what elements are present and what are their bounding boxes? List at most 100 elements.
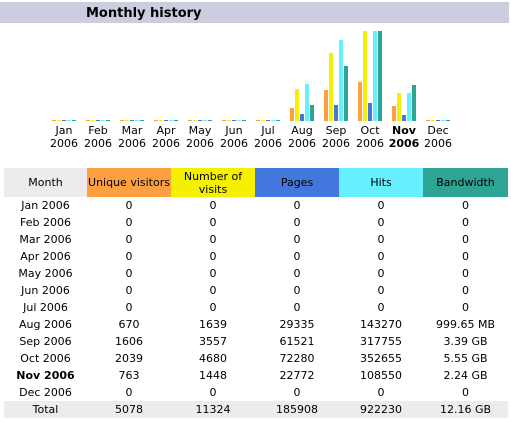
x-tick-month: May xyxy=(188,124,212,137)
header-month: Month xyxy=(4,168,87,197)
table-row: Dec 2006 0 0 0 0 0 xyxy=(4,384,508,401)
x-tick-year: 2006 xyxy=(186,137,214,150)
bar-bandwidth xyxy=(446,120,450,121)
cell-visits: 0 xyxy=(209,216,217,229)
bar-hits xyxy=(373,31,377,121)
bar-pages xyxy=(96,120,100,121)
cell-hits: 0 xyxy=(377,216,385,229)
cell-visits: 0 xyxy=(209,250,217,263)
cell-unique: 0 xyxy=(125,250,133,263)
bar-unique-visitors xyxy=(188,120,192,121)
cell-bandwidth: 999.65 MB xyxy=(435,318,496,331)
bar-unique-visitors xyxy=(290,108,294,121)
bar-hits xyxy=(441,120,445,121)
bar-pages xyxy=(232,120,236,121)
cell-pages: 29335 xyxy=(279,318,315,331)
cell-visits: 1639 xyxy=(199,318,227,331)
total-pages: 185908 xyxy=(255,401,339,418)
x-tick-year: 2006 xyxy=(424,137,452,150)
cell-hits: 0 xyxy=(377,301,385,314)
bar-number-of-visits xyxy=(431,120,435,121)
bar-number-of-visits xyxy=(295,89,299,121)
cell-hits: 0 xyxy=(377,199,385,212)
x-tick-month: Jan xyxy=(55,124,73,137)
total-hits: 922230 xyxy=(339,401,423,418)
cell-bandwidth: 0 xyxy=(462,216,469,229)
table-row: May 2006 0 0 0 0 0 xyxy=(4,265,508,282)
cell-pages: 0 xyxy=(293,216,301,229)
cell-visits: 0 xyxy=(209,267,217,280)
bar-pages xyxy=(130,120,134,121)
cell-pages: 0 xyxy=(293,250,301,263)
bar-bandwidth xyxy=(106,120,110,121)
cell-hits: 0 xyxy=(377,233,385,246)
table-row: Jun 2006 0 0 0 0 0 xyxy=(4,282,508,299)
cell-month: Aug 2006 xyxy=(19,318,72,331)
bar-bandwidth xyxy=(378,31,382,121)
cell-hits: 352655 xyxy=(360,352,402,365)
monthly-stats-table: Month Unique visitors Number of visits P… xyxy=(4,168,508,418)
cell-month: Mar 2006 xyxy=(19,233,72,246)
cell-bandwidth: 3.39 GB xyxy=(443,335,488,348)
bar-unique-visitors xyxy=(222,120,226,121)
bar-unique-visitors xyxy=(324,90,328,121)
cell-bandwidth: 0 xyxy=(462,284,469,297)
table-header-row: Month Unique visitors Number of visits P… xyxy=(4,168,508,197)
total-label: Total xyxy=(4,401,87,418)
cell-pages: 0 xyxy=(293,284,301,297)
bar-number-of-visits xyxy=(57,120,61,121)
header-bandwidth: Bandwidth xyxy=(423,168,508,197)
cell-unique: 0 xyxy=(125,386,133,399)
bar-unique-visitors xyxy=(52,120,56,121)
x-tick-label: Aug 2006 xyxy=(284,124,320,150)
cell-month: Dec 2006 xyxy=(19,386,72,399)
bar-number-of-visits xyxy=(91,120,95,121)
cell-month: Nov 2006 xyxy=(16,369,75,382)
cell-unique: 2039 xyxy=(115,352,143,365)
x-tick-year: 2006 xyxy=(288,137,316,150)
bar-hits xyxy=(169,120,173,121)
table-row: Mar 2006 0 0 0 0 0 xyxy=(4,231,508,248)
table-row: Aug 2006 670 1639 29335 143270 999.65 MB xyxy=(4,316,508,333)
total-visits: 11324 xyxy=(171,401,255,418)
cell-bandwidth: 0 xyxy=(462,267,469,280)
bar-number-of-visits xyxy=(261,120,265,121)
bar-chart-svg xyxy=(52,31,450,121)
x-tick-month: Dec xyxy=(427,124,449,137)
table-row: Oct 2006 2039 4680 72280 352655 5.55 GB xyxy=(4,350,508,367)
bar-number-of-visits xyxy=(363,31,367,121)
cell-pages: 0 xyxy=(293,267,301,280)
cell-bandwidth: 2.24 GB xyxy=(443,369,488,382)
x-tick-label: Nov 2006 xyxy=(386,124,422,150)
cell-pages: 0 xyxy=(293,386,301,399)
bar-bandwidth xyxy=(276,120,280,121)
x-tick-year: 2006 xyxy=(220,137,248,150)
header-hits: Hits xyxy=(339,168,423,197)
cell-month: Jul 2006 xyxy=(23,301,68,314)
bar-bandwidth xyxy=(242,120,246,121)
bar-pages xyxy=(402,115,406,121)
bar-bandwidth xyxy=(310,105,314,121)
x-tick-month: Jun xyxy=(225,124,243,137)
bar-hits xyxy=(237,120,241,121)
cell-visits: 4680 xyxy=(199,352,227,365)
bar-number-of-visits xyxy=(397,93,401,121)
bar-hits xyxy=(305,84,309,121)
x-tick-label: May 2006 xyxy=(182,124,218,150)
bar-number-of-visits xyxy=(125,120,129,121)
bar-pages xyxy=(368,103,372,121)
bar-hits xyxy=(101,120,105,121)
cell-month: Apr 2006 xyxy=(20,250,71,263)
bar-pages xyxy=(164,120,168,121)
cell-visits: 3557 xyxy=(199,335,227,348)
cell-bandwidth: 0 xyxy=(462,250,469,263)
bar-hits xyxy=(271,120,275,121)
x-tick-month: Mar xyxy=(121,124,143,137)
bar-number-of-visits xyxy=(193,120,197,121)
x-tick-label: Oct 2006 xyxy=(352,124,388,150)
cell-unique: 0 xyxy=(125,267,133,280)
cell-visits: 0 xyxy=(209,233,217,246)
table-row: Jul 2006 0 0 0 0 0 xyxy=(4,299,508,316)
cell-pages: 0 xyxy=(293,301,301,314)
bar-pages xyxy=(62,120,66,121)
